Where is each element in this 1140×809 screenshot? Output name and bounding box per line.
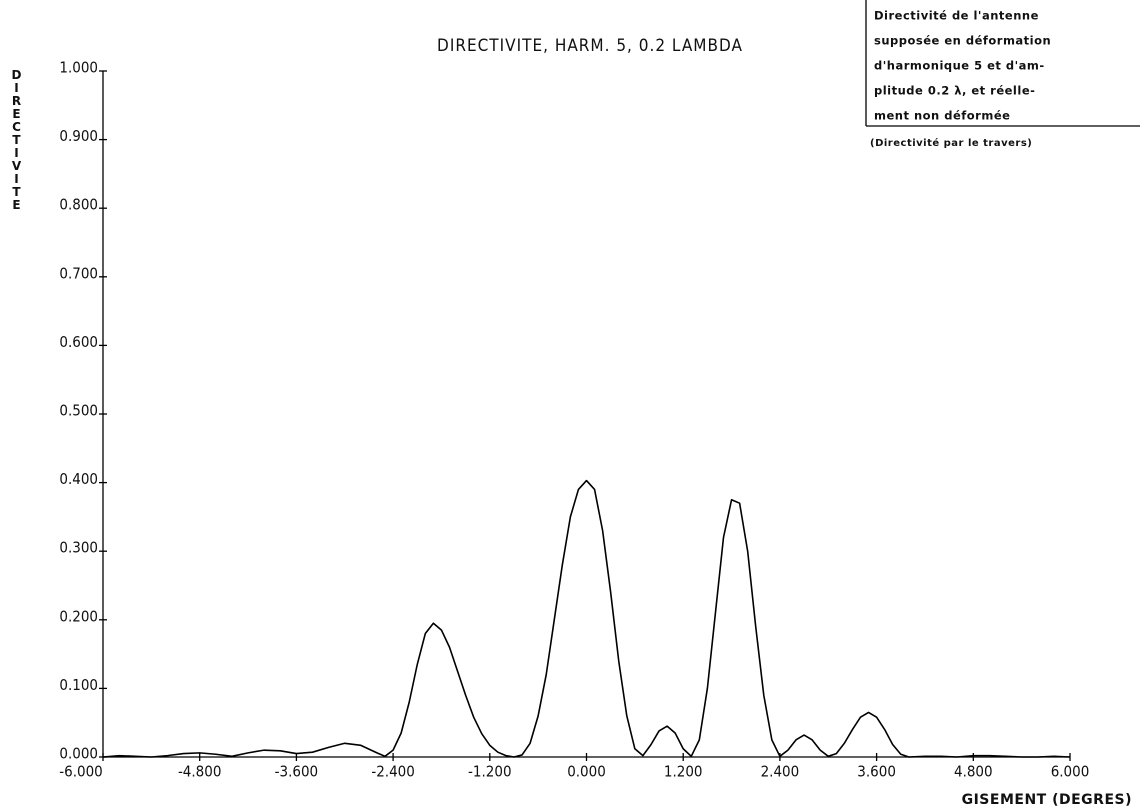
x-tick-label: -2.400 [371, 763, 415, 781]
data-line [102, 479, 1071, 758]
y-tick-label: 0.000 [59, 745, 98, 763]
x-tick-label: 0.000 [567, 763, 606, 781]
y-tick-label: 0.100 [59, 676, 98, 694]
y-tick-label: 1.000 [59, 59, 98, 77]
annotation-box [865, 0, 1140, 127]
annotation-line: ment non déformée [874, 109, 1010, 123]
x-tick-label: 2.400 [761, 763, 800, 781]
annotation-line: plitude 0.2 λ, et réelle- [874, 84, 1035, 98]
x-tick-label: -6.000 [59, 763, 103, 781]
y-tick-label: 0.400 [59, 470, 98, 488]
x-tick-label: -1.200 [468, 763, 512, 781]
x-tick-label: 6.000 [1051, 763, 1090, 781]
chart-title: DIRECTIVITE, HARM. 5, 0.2 LAMBDA [437, 36, 743, 56]
y-axis-label: DIRECTIVITE [10, 68, 24, 211]
x-tick-label: -3.600 [275, 763, 319, 781]
x-tick-label: -4.800 [178, 763, 222, 781]
y-tick-label: 0.800 [59, 196, 98, 214]
annotation-note: (Directivité par le travers) [870, 137, 1032, 149]
x-tick-label: 3.600 [857, 763, 896, 781]
annotation-line: d'harmonique 5 et d'am- [874, 59, 1045, 73]
x-tick-label: 4.800 [954, 763, 993, 781]
y-tick-label: 0.700 [59, 264, 98, 282]
y-tick-label: 0.300 [59, 539, 98, 557]
x-tick-label: 1.200 [664, 763, 703, 781]
y-tick-label: 0.600 [59, 333, 98, 351]
y-tick-label: 0.200 [59, 607, 98, 625]
annotation-line: supposée en déformation [874, 34, 1051, 48]
y-tick-label: 0.900 [59, 127, 98, 145]
y-tick-label: 0.500 [59, 402, 98, 420]
x-axis-label: GISEMENT (DEGRES) [962, 792, 1132, 808]
annotation-line: Directivité de l'antenne [874, 9, 1039, 23]
